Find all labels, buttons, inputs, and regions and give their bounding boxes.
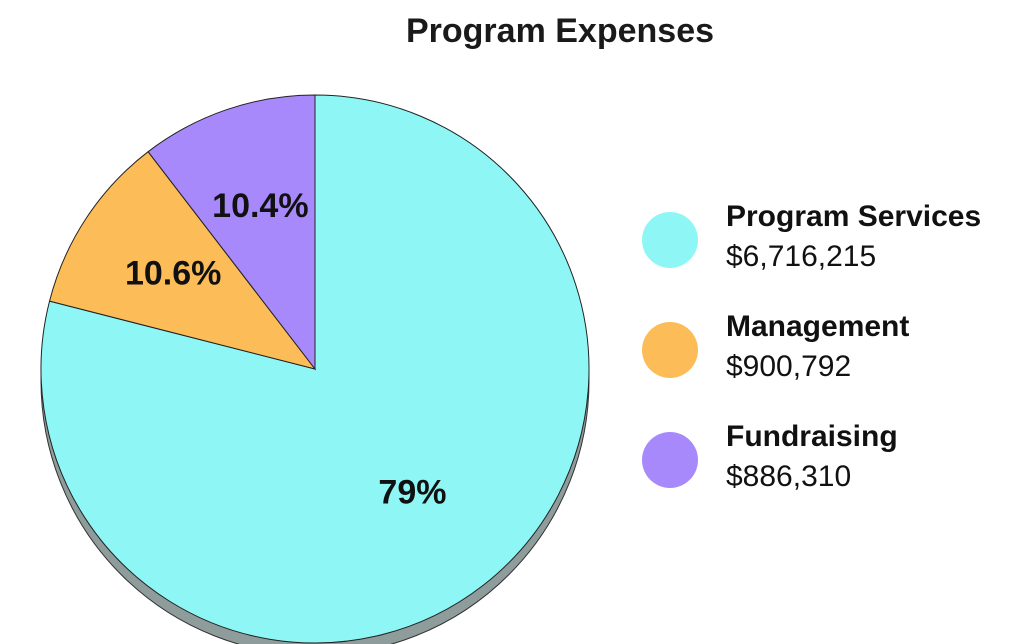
pie-slice-program-services (40, 94, 590, 644)
pie-labels: 79% 10.6% 10.4% (125, 187, 447, 511)
chart-title: Program Expenses (405, 12, 715, 50)
slice-label-fundraising: 10.4% (212, 187, 308, 225)
legend-value: $886,310 (726, 460, 852, 493)
legend-swatch-management (642, 322, 698, 378)
legend-value: $6,716,215 (726, 240, 877, 273)
legend-label: Management (726, 310, 910, 343)
pie-chart: 79% 10.6% 10.4% (40, 94, 590, 644)
legend-label: Fundraising (726, 420, 898, 453)
pie-slices (40, 94, 590, 644)
legend-swatch-program-services (642, 212, 698, 268)
legend-value: $900,792 (726, 350, 852, 383)
pie-slice-management (48, 150, 317, 370)
slice-label-program-services: 79% (378, 474, 446, 512)
legend-swatch-fundraising (642, 432, 698, 488)
legend-label: Program Services (726, 200, 982, 233)
pie-slice-fundraising (147, 94, 316, 371)
slice-label-management: 10.6% (125, 254, 221, 292)
